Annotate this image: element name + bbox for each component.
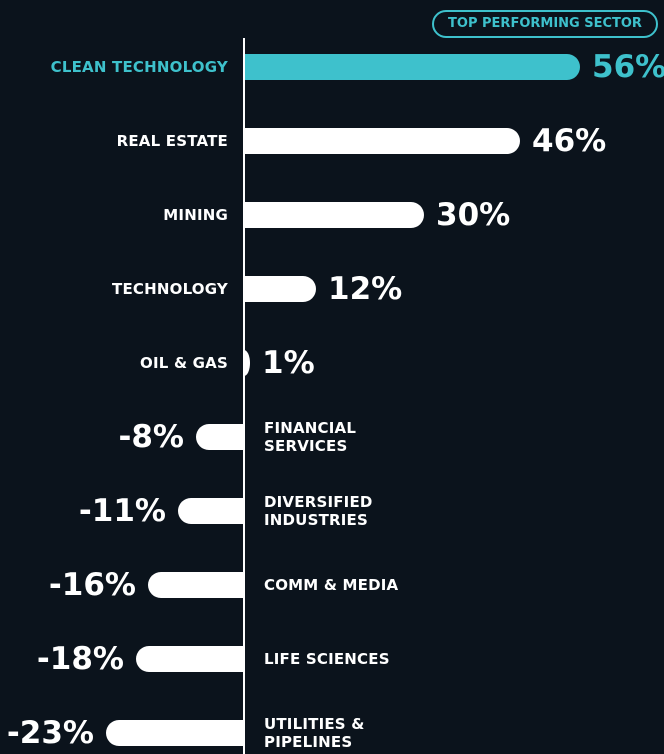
value-label: -18% — [36, 641, 124, 677]
category-label: FINANCIAL SERVICES — [264, 419, 357, 455]
category-label: MINING — [163, 206, 228, 224]
category-label: REAL ESTATE — [116, 132, 228, 150]
value-label: -11% — [78, 493, 166, 529]
value-label: 1% — [262, 345, 315, 381]
bar — [196, 424, 244, 450]
bar — [148, 572, 244, 598]
category-label: DIVERSIFIED INDUSTRIES — [264, 493, 373, 529]
category-label: OIL & GAS — [140, 354, 228, 372]
value-label: 30% — [436, 197, 511, 233]
bar — [244, 128, 520, 154]
category-label: COMM & MEDIA — [264, 576, 399, 594]
value-label: -16% — [48, 567, 136, 603]
annotation-badge: TOP PERFORMING SECTOR — [432, 10, 658, 38]
value-label: 12% — [328, 271, 403, 307]
category-label: UTILITIES & PIPELINES — [264, 715, 365, 751]
value-label: -23% — [6, 715, 94, 751]
bar — [244, 54, 580, 80]
bar — [136, 646, 244, 672]
category-label: TECHNOLOGY — [112, 280, 228, 298]
bar — [244, 202, 424, 228]
value-label: 46% — [532, 123, 607, 159]
category-label: CLEAN TECHNOLOGY — [50, 58, 228, 76]
value-label: 56% — [592, 49, 664, 85]
bar — [244, 276, 316, 302]
category-label: LIFE SCIENCES — [264, 650, 390, 668]
bar — [106, 720, 244, 746]
bar — [244, 350, 250, 376]
bar — [178, 498, 244, 524]
value-label: -8% — [118, 419, 185, 455]
